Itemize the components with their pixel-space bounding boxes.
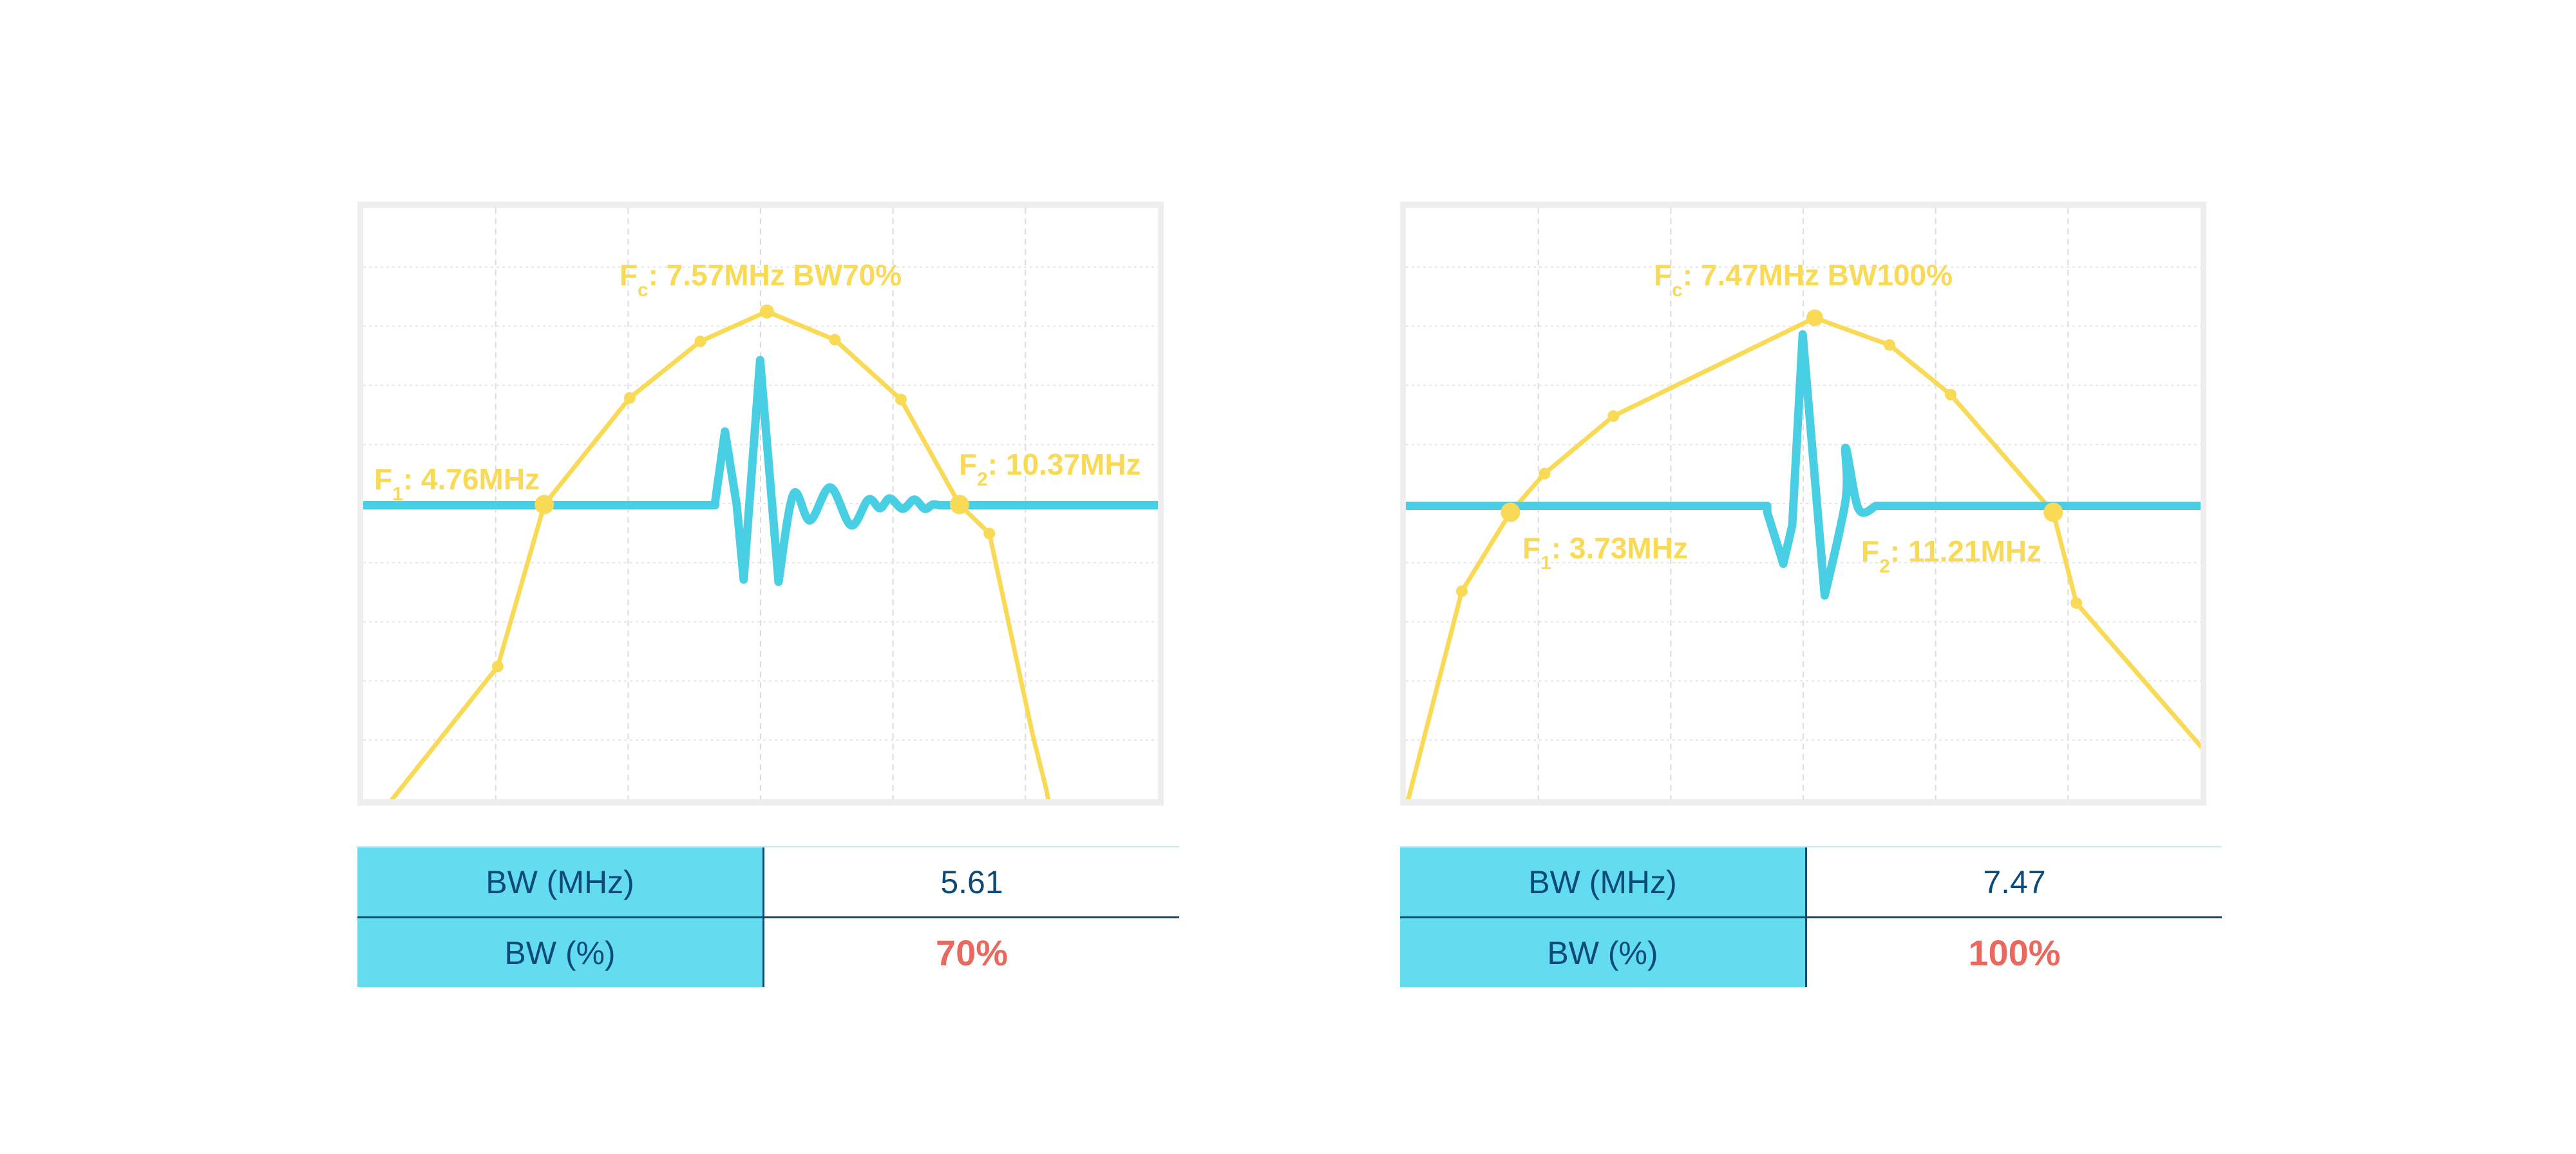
svg-text:F1: 4.76MHz: F1: 4.76MHz <box>374 462 540 505</box>
svg-text:F2: 11.21MHz: F2: 11.21MHz <box>1861 534 2041 577</box>
svg-text:F2: 10.37MHz: F2: 10.37MHz <box>959 448 1141 490</box>
svg-text:F1: 3.73MHz: F1: 3.73MHz <box>1522 531 1688 574</box>
